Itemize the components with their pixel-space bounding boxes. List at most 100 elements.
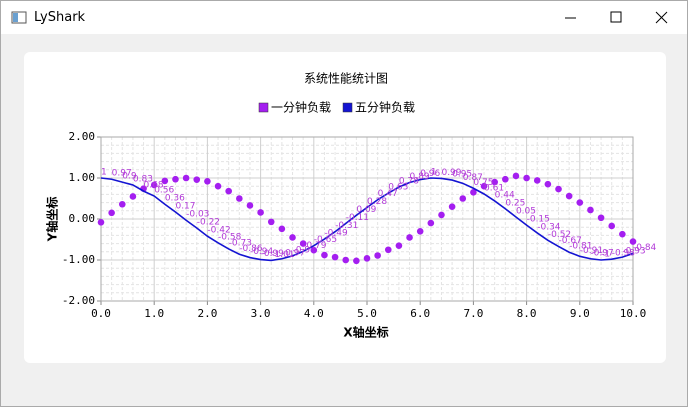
y-tick-label: 1.00 xyxy=(69,171,96,184)
point-label: -0.73 xyxy=(229,238,252,248)
scatter-point xyxy=(480,182,488,190)
scatter-point xyxy=(342,256,350,264)
x-tick-label: 8.0 xyxy=(517,307,537,320)
point-label: -0.97 xyxy=(590,248,613,258)
line-series xyxy=(100,177,634,262)
scatter-point xyxy=(502,175,509,183)
scatter-point xyxy=(278,225,286,233)
scatter-point xyxy=(565,192,573,200)
scatter-point xyxy=(544,180,552,188)
scatter-point xyxy=(374,252,381,259)
scatter-point xyxy=(172,175,179,183)
scatter-point xyxy=(438,211,445,219)
scatter-point xyxy=(523,174,530,182)
scatter-point xyxy=(491,178,498,186)
point-label: 0.28 xyxy=(367,197,387,207)
scatter-point xyxy=(204,177,211,185)
scatter-point xyxy=(129,193,137,200)
chart-title: 系统性能统计图 xyxy=(304,72,388,86)
point-label: -0.91 xyxy=(580,246,603,256)
point-label: -0.86 xyxy=(239,244,263,254)
x-tick-label: 5.0 xyxy=(357,307,377,320)
scatter-point xyxy=(353,257,360,265)
scatter-point xyxy=(470,189,477,196)
scatter-point xyxy=(214,182,222,190)
point-label: -1.01 xyxy=(271,250,294,260)
x-tick-label: 6.0 xyxy=(410,307,430,320)
point-label: 0.36 xyxy=(165,194,185,204)
scatter-point xyxy=(555,185,562,193)
scatter-point xyxy=(459,195,467,202)
y-tick-label: 0.00 xyxy=(69,212,96,225)
scatter-point xyxy=(257,209,264,216)
scatter-point xyxy=(363,255,371,262)
scatter-point xyxy=(97,218,105,226)
scatter-point xyxy=(225,187,232,195)
scatter-point xyxy=(533,177,541,184)
x-axis-title: X轴坐标 xyxy=(343,325,388,340)
scatter-point xyxy=(608,222,616,230)
x-tick-label: 3.0 xyxy=(251,307,271,320)
point-label: -0.94 xyxy=(250,247,274,257)
app-icon xyxy=(11,11,27,24)
point-label: 0.47 xyxy=(378,189,398,199)
app-icon-detail xyxy=(13,13,18,22)
point-label: 0.99 xyxy=(441,168,461,178)
point-label: -0.11 xyxy=(346,213,369,223)
point-label: -1 xyxy=(601,250,610,260)
point-label: 1 xyxy=(431,168,437,178)
point-label: 0.17 xyxy=(175,202,195,212)
scatter-point xyxy=(236,195,243,202)
point-label: -0.67 xyxy=(559,236,582,246)
point-label: 0.56 xyxy=(154,186,174,196)
point-label: -0.52 xyxy=(548,230,571,240)
point-label: 0.25 xyxy=(505,198,525,208)
point-label: 0.89 xyxy=(410,172,430,182)
point-label: 0.83 xyxy=(133,174,153,184)
point-label: -0.15 xyxy=(527,215,550,225)
scatter-point xyxy=(161,177,169,185)
y-tick-label: -2.00 xyxy=(62,294,95,307)
point-label: -0.58 xyxy=(218,232,242,242)
point-label: -0.22 xyxy=(197,218,220,228)
point-label: 0.44 xyxy=(495,190,515,200)
point-label: -0.99 xyxy=(261,249,285,259)
scatter-point xyxy=(193,176,201,183)
scatter-point xyxy=(289,234,296,241)
point-label: 0.9 xyxy=(122,172,137,182)
x-tick-label: 9.0 xyxy=(570,307,590,320)
scatter-point xyxy=(118,200,126,208)
legend-label: 一分钟负载 xyxy=(271,100,331,115)
scatter-point xyxy=(512,172,520,180)
point-label: -0.98 xyxy=(612,249,636,259)
y-tick-label: 2.00 xyxy=(69,130,96,143)
point-label: 0.61 xyxy=(484,183,504,193)
y-axis-title: Y轴坐标 xyxy=(45,197,60,243)
point-label: -0.84 xyxy=(633,243,657,253)
scatter-point xyxy=(150,181,158,189)
scatter-point xyxy=(182,174,190,182)
scatter-point xyxy=(321,251,328,259)
x-tick-label: 4.0 xyxy=(304,307,324,320)
close-button[interactable] xyxy=(655,11,668,24)
scatter-point xyxy=(448,203,456,210)
scatter-point xyxy=(331,253,339,261)
point-label: -0.93 xyxy=(622,247,645,257)
scatter-point xyxy=(587,206,594,214)
scatter-point xyxy=(619,230,626,238)
point-label: 0.75 xyxy=(473,178,493,188)
point-label: -0.34 xyxy=(537,222,561,232)
maximize-button[interactable] xyxy=(610,11,622,23)
scatter-point xyxy=(246,202,254,209)
title-bar-icons xyxy=(11,11,668,24)
point-label: 0.95 xyxy=(452,170,472,180)
chart-background xyxy=(24,52,666,363)
scatter-point xyxy=(384,246,392,254)
point-label: -0.31 xyxy=(335,221,358,231)
point-label: -0.79 xyxy=(303,241,327,251)
point-label: -0.97 xyxy=(282,248,305,258)
point-label: -0.81 xyxy=(569,242,592,252)
scatter-point xyxy=(406,234,413,241)
window-title: LyShark xyxy=(34,10,86,25)
